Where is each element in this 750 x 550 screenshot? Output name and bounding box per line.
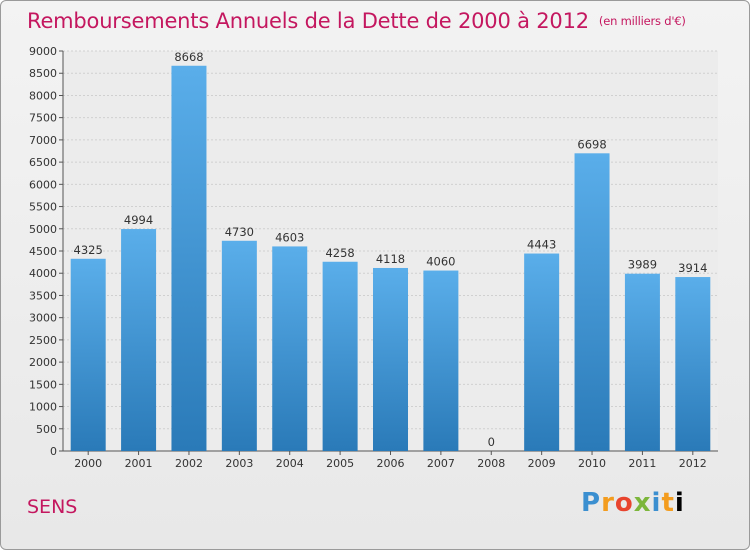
- bar-value-label: 4603: [275, 230, 304, 244]
- bar: [221, 240, 257, 451]
- bar: [171, 65, 207, 451]
- bar: [574, 153, 610, 452]
- bar-value-label: 4730: [225, 225, 254, 239]
- x-tick-label: 2007: [427, 457, 455, 470]
- y-tick-label: 3500: [29, 289, 57, 302]
- bar-value-label: 4118: [376, 252, 405, 266]
- bar: [524, 253, 560, 451]
- y-tick-label: 6500: [29, 156, 57, 169]
- bar: [423, 270, 459, 451]
- bar-value-label: 6698: [577, 137, 606, 151]
- y-tick-label: 7000: [29, 134, 57, 147]
- bar: [675, 277, 711, 451]
- y-tick-label: 7500: [29, 112, 57, 125]
- bar-value-label: 4443: [527, 238, 556, 252]
- y-tick-label: 5000: [29, 223, 57, 236]
- x-tick-label: 2005: [326, 457, 354, 470]
- x-tick-label: 2001: [125, 457, 153, 470]
- y-tick-label: 4000: [29, 267, 57, 280]
- bar-value-label: 4258: [325, 246, 354, 260]
- y-tick-label: 2000: [29, 356, 57, 369]
- chart-title-text: Remboursements Annuels de la Dette de 20…: [27, 9, 589, 33]
- y-tick-label: 1500: [29, 378, 57, 391]
- y-tick-label: 8500: [29, 67, 57, 80]
- x-tick-label: 2000: [74, 457, 102, 470]
- x-tick-label: 2012: [679, 457, 707, 470]
- proxiti-logo: Proxiti: [581, 488, 685, 518]
- bar-value-label: 8668: [174, 50, 203, 64]
- x-tick-label: 2004: [276, 457, 304, 470]
- y-tick-label: 5500: [29, 201, 57, 214]
- y-tick-label: 0: [50, 445, 57, 458]
- x-tick-label: 2011: [628, 457, 656, 470]
- bar: [121, 229, 157, 451]
- y-tick-label: 6000: [29, 178, 57, 191]
- y-tick-label: 500: [36, 423, 57, 436]
- chart-title: Remboursements Annuels de la Dette de 20…: [27, 9, 686, 33]
- y-tick-label: 3000: [29, 312, 57, 325]
- bar: [624, 273, 660, 451]
- bar-value-label: 0: [488, 435, 495, 449]
- bar-value-label: 4325: [74, 243, 103, 257]
- commune-name: SENS: [27, 496, 78, 518]
- x-tick-label: 2009: [528, 457, 556, 470]
- y-tick-label: 1000: [29, 401, 57, 414]
- x-tick-label: 2002: [175, 457, 203, 470]
- y-tick-label: 9000: [29, 45, 57, 58]
- x-tick-label: 2008: [477, 457, 505, 470]
- bar-value-label: 4060: [426, 255, 455, 269]
- bar-value-label: 3914: [678, 261, 707, 275]
- bar: [70, 258, 106, 451]
- y-tick-label: 2500: [29, 334, 57, 347]
- x-tick-label: 2010: [578, 457, 606, 470]
- bar: [322, 261, 358, 451]
- bar: [272, 246, 308, 451]
- bar-value-label: 3989: [628, 258, 657, 272]
- y-tick-label: 8000: [29, 89, 57, 102]
- y-tick-label: 4500: [29, 245, 57, 258]
- bar: [373, 267, 408, 451]
- bar-value-label: 4994: [124, 213, 153, 227]
- chart-unit: (en milliers d'€): [598, 14, 686, 28]
- x-tick-label: 2006: [377, 457, 405, 470]
- x-tick-label: 2003: [225, 457, 253, 470]
